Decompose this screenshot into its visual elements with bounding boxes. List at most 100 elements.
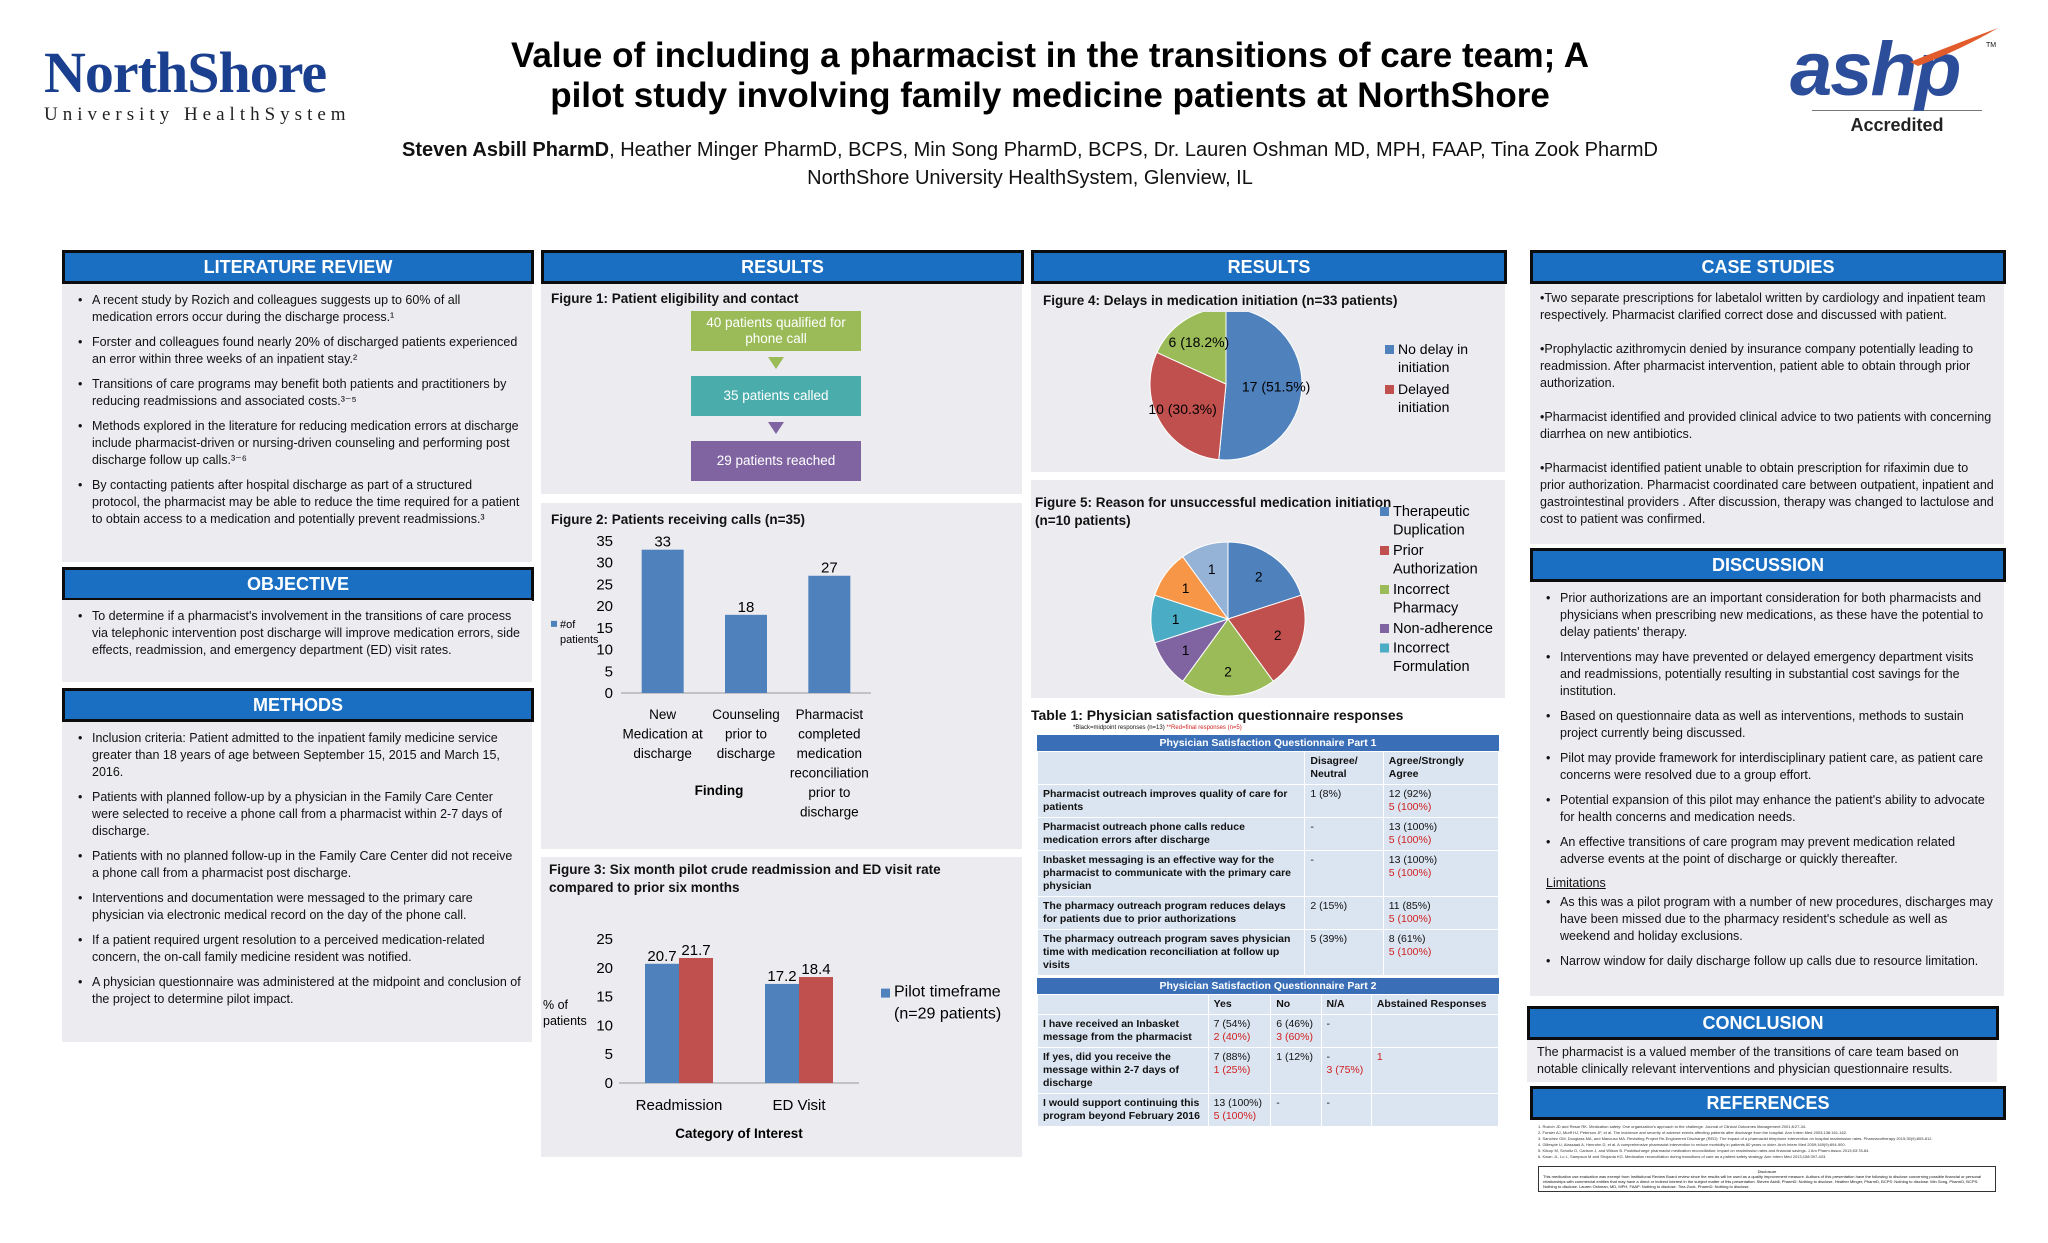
col-header: Agree/Strongly Agree bbox=[1382, 751, 1500, 785]
col-header: Disagree/ Neutral bbox=[1304, 751, 1384, 785]
logo-main-text: NorthShore bbox=[44, 40, 327, 105]
y-tick-label: 15 bbox=[596, 620, 613, 637]
cell-value: 11 (85%) bbox=[1388, 900, 1431, 912]
x-category-label: Medication at bbox=[623, 727, 704, 742]
pie-slice bbox=[1218, 312, 1303, 461]
bar bbox=[725, 614, 767, 693]
disclosure-box: Disclosure This medication use evaluatio… bbox=[1538, 1166, 1996, 1192]
disagree-cell: 2 (15%) bbox=[1304, 896, 1384, 930]
legend-label: Therapeutic bbox=[1393, 504, 1470, 520]
legend-label: #of bbox=[560, 619, 576, 631]
bar-value-label: 33 bbox=[654, 534, 671, 551]
cell-value: 13 (100%) bbox=[1213, 1097, 1263, 1109]
cell-value: No bbox=[1276, 998, 1291, 1010]
figure-1-title: Figure 1: Patient eligibility and contac… bbox=[551, 291, 799, 306]
reference-item: 2. Forster AJ, Murff HJ, Peterson JF, et… bbox=[1538, 1130, 1848, 1135]
limitations-label: Limitations bbox=[1546, 876, 1606, 890]
legend-label: patients bbox=[560, 634, 599, 646]
pie-slice bbox=[1156, 312, 1227, 385]
x-category-label: Pharmacist bbox=[796, 707, 864, 722]
affiliation: NorthShore University HealthSystem, Glen… bbox=[807, 167, 1253, 189]
objective-panel: To determine if a pharmacist's involveme… bbox=[62, 600, 532, 682]
discussion-item: Interventions may have prevented or dela… bbox=[1546, 649, 1994, 700]
y-tick-label: 0 bbox=[605, 1075, 613, 1092]
x-category-label: Counseling bbox=[712, 707, 780, 722]
discussion-item: Prior authorizations are an important co… bbox=[1546, 590, 1994, 641]
limitation-item: Narrow window for daily discharge follow… bbox=[1546, 953, 1994, 970]
co-authors: , Heather Minger PharmD, BCPS, Min Song … bbox=[609, 139, 1658, 161]
cell-value: Pharmacist outreach phone calls reduce m… bbox=[1043, 821, 1245, 846]
no-cell: 6 (46%) 3 (60%) bbox=[1270, 1014, 1322, 1048]
col-header: Abstained Responses bbox=[1370, 994, 1500, 1015]
literature-list: A recent study by Rozich and colleagues … bbox=[62, 284, 532, 528]
cell-value: 12 (92%) bbox=[1388, 788, 1432, 800]
discussion-item: Pilot may provide framework for interdis… bbox=[1546, 750, 1994, 784]
literature-item: A recent study by Rozich and colleagues … bbox=[78, 292, 522, 326]
cell-value: - bbox=[1326, 1051, 1331, 1063]
legend-label: Incorrect bbox=[1393, 582, 1449, 598]
cell-value-final: 5 (100%) bbox=[1388, 913, 1432, 925]
figure-2-chart: 0 5 10 15 20 25 30 35 33 New Medication at discharg… bbox=[551, 533, 871, 820]
x-axis-title: Category of Interest bbox=[675, 1126, 803, 1141]
methods-heading: METHODS bbox=[62, 688, 534, 722]
legend-label: No delay in bbox=[1398, 341, 1468, 357]
y-tick-label: 25 bbox=[596, 576, 613, 593]
table-header-row: Disagree/ Neutral Agree/Strongly Agree bbox=[1036, 751, 1500, 785]
disagree-cell: - bbox=[1304, 850, 1384, 897]
cell-value: The pharmacy outreach program reduces de… bbox=[1043, 900, 1286, 925]
pie-slice bbox=[1182, 541, 1229, 621]
question-cell: Inbasket messaging is an effective way f… bbox=[1036, 850, 1306, 897]
conclusion-heading: CONCLUSION bbox=[1527, 1006, 1999, 1040]
pie-slice-label: 1 bbox=[1182, 643, 1190, 658]
methods-item: Patients with planned follow-up by a phy… bbox=[78, 789, 522, 840]
literature-panel: A recent study by Rozich and colleagues … bbox=[62, 284, 532, 562]
part-2-table: Yes No N/A Abstained Responses I have receiv… bbox=[1037, 994, 1500, 1127]
cell-value-final: 5 (100%) bbox=[1388, 801, 1432, 813]
table-row: The pharmacy outreach program reduces de… bbox=[1036, 896, 1500, 930]
legend-label: Pharmacy bbox=[1393, 601, 1459, 617]
x-category-label: discharge bbox=[717, 746, 776, 761]
legend-swatch bbox=[1385, 385, 1394, 394]
discussion-heading: DISCUSSION bbox=[1530, 548, 2006, 582]
figure-5-title: Figure 5: Reason for unsuccessful medica… bbox=[1035, 494, 1391, 530]
legend-label: Pilot timeframe bbox=[894, 984, 1001, 1001]
figure-2-panel: Figure 2: Patients receiving calls (n=35… bbox=[541, 503, 1022, 849]
table-1-part-1: Physician Satisfaction Questionnaire Par… bbox=[1036, 735, 1500, 976]
cell-value: I have received an Inbasket message from… bbox=[1043, 1018, 1192, 1043]
cell-value-final: 1 bbox=[1376, 1051, 1383, 1063]
x-category-label: New bbox=[649, 707, 676, 722]
y-tick-label: 10 bbox=[596, 642, 613, 659]
pie-slice-label: 6 (18.2%) bbox=[1169, 334, 1230, 350]
ashp-logo: ashp TM Accredited bbox=[1790, 28, 2020, 150]
yes-cell: 7 (54%) 2 (40%) bbox=[1207, 1014, 1272, 1048]
pie-slice bbox=[1182, 618, 1274, 697]
case-study-item: •Pharmacist identified and provided clin… bbox=[1540, 410, 1992, 441]
discussion-item: Potential expansion of this pilot may en… bbox=[1546, 792, 1994, 826]
cell-value-final: 3 (60%) bbox=[1276, 1031, 1313, 1043]
figure-1-panel: Figure 1: Patient eligibility and contac… bbox=[541, 284, 1022, 494]
x-category-label: Readmission bbox=[636, 1097, 723, 1114]
cell-value: If yes, did you receive the message with… bbox=[1043, 1051, 1179, 1089]
bar-value-label: 20.7 bbox=[647, 948, 676, 965]
limitation-item: As this was a pilot program with a numbe… bbox=[1546, 894, 1994, 945]
figure-4-chart: 17 (51.5%) 10 (30.3%) 6 (18.2%) No delay in… bbox=[1148, 312, 1468, 461]
y-axis-title: patients bbox=[543, 1014, 587, 1028]
ashp-tm: TM bbox=[1986, 42, 1997, 49]
na-cell: - bbox=[1320, 1014, 1372, 1048]
y-tick-label: 0 bbox=[605, 685, 613, 702]
ashp-swoosh-icon bbox=[1910, 28, 1998, 66]
question-cell: I would support continuing this program … bbox=[1037, 1093, 1209, 1127]
abstained-cell bbox=[1370, 1093, 1500, 1127]
question-cell: Pharmacist outreach improves quality of … bbox=[1036, 784, 1306, 818]
case-study-item: •Prophylactic azithromycin denied by ins… bbox=[1540, 342, 1974, 390]
table-row: I have received an Inbasket message from… bbox=[1037, 1014, 1500, 1048]
part-1-table: Disagree/ Neutral Agree/Strongly Agree Pha… bbox=[1036, 751, 1500, 976]
references-list: 1. Rozich JD and Resar RK. Medication sa… bbox=[1530, 1120, 2004, 1164]
agree-cell: 12 (92%) 5 (100%) bbox=[1382, 784, 1500, 818]
disclosure-text: This medication use evaluation was exemp… bbox=[1543, 1174, 1982, 1189]
lead-author: Steven Asbill PharmD bbox=[401, 139, 610, 161]
part-1-header: Physician Satisfaction Questionnaire Par… bbox=[1037, 735, 1499, 751]
yes-cell: 7 (88%) 1 (25%) bbox=[1207, 1047, 1272, 1094]
objective-heading: OBJECTIVE bbox=[62, 567, 534, 601]
author-line: Steven Asbill PharmD, Heather Minger Pha… bbox=[300, 136, 1760, 164]
